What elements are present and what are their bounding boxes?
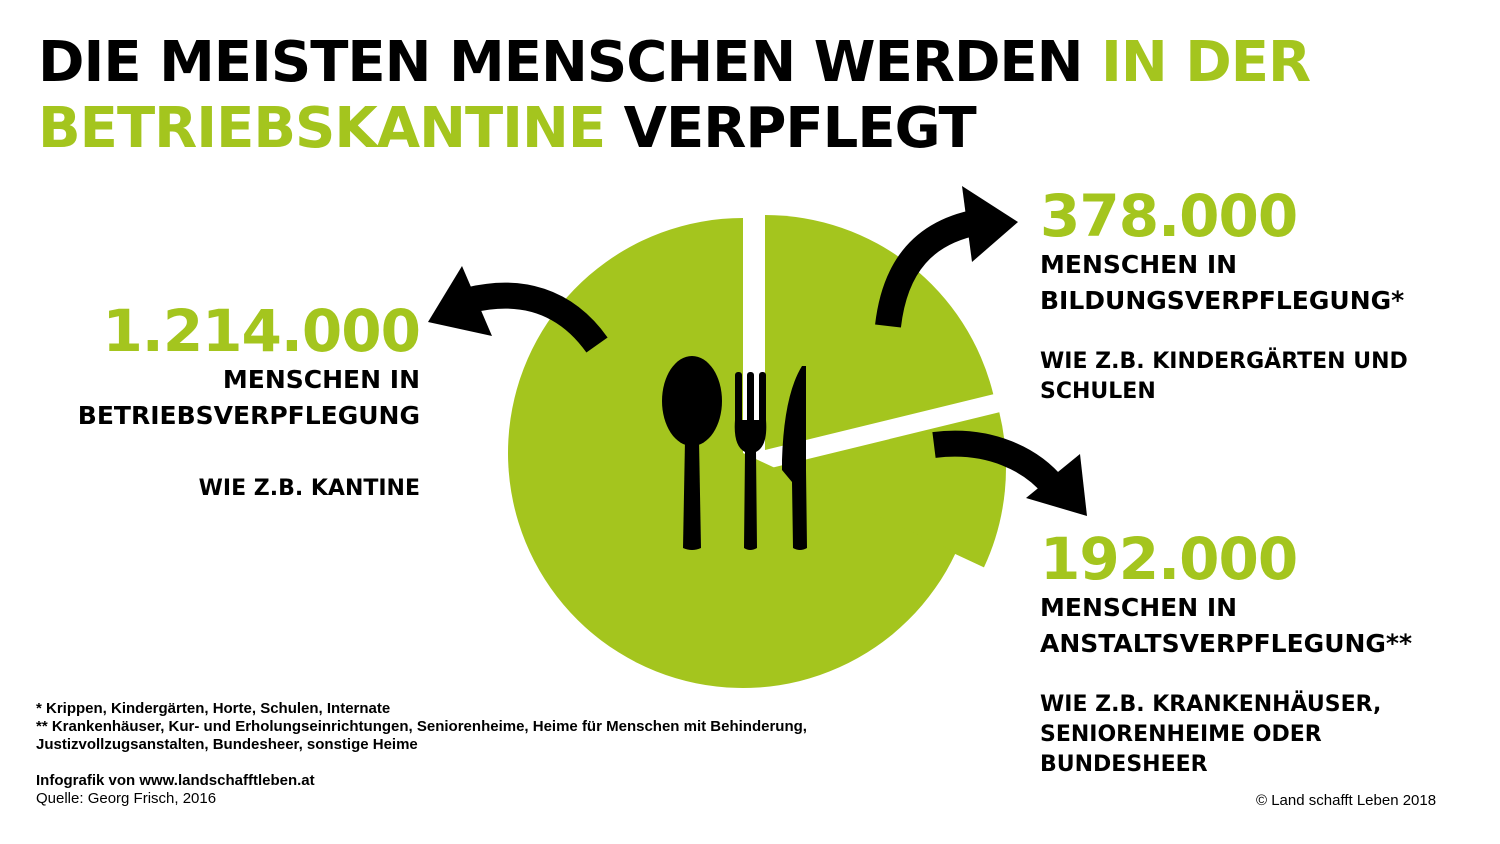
pie-slice-betriebsverpflegung <box>507 218 956 688</box>
footnotes: * Krippen, Kindergärten, Horte, Schulen,… <box>36 700 936 754</box>
copyright: © Land schafft Leben 2018 <box>1256 792 1437 809</box>
spoon-icon <box>662 356 722 550</box>
knife-icon <box>782 366 807 550</box>
footnote-2: ** Krankenhäuser, Kur- und Erholungseinr… <box>36 718 807 735</box>
source-info: Infografik von www.landschafftleben.at Q… <box>36 772 315 808</box>
infographic-credit: Infografik von www.landschafftleben.at <box>36 772 315 789</box>
stat-label-line1: MENSCHEN IN <box>1040 593 1238 622</box>
stat-anstaltsverpflegung: 192.000 MENSCHEN IN ANSTALTSVERPFLEGUNG*… <box>1040 528 1480 780</box>
arrow-icon-bottom-right <box>932 430 1087 516</box>
stat-number: 1.214.000 <box>102 297 421 365</box>
stat-bildungsverpflegung: 378.000 MENSCHEN IN BILDUNGSVERPFLEGUNG*… <box>1040 185 1480 407</box>
cutlery-icon <box>662 356 807 550</box>
fork-icon <box>734 372 767 550</box>
stat-betriebsverpflegung: 1.214.000 MENSCHEN IN BETRIEBSVERPFLEGUN… <box>20 297 421 504</box>
footnote-3: Justizvollzugsanstalten, Bundesheer, son… <box>36 736 418 753</box>
stat-number: 192.000 <box>1040 525 1298 593</box>
footnote-1: * Krippen, Kindergärten, Horte, Schulen,… <box>36 700 391 717</box>
stat-example-line2: SENIORENHEIME ODER <box>1040 722 1322 747</box>
stat-example-line1: WIE Z.B. KINDERGÄRTEN UND <box>1040 349 1408 374</box>
stat-example-line2: SCHULEN <box>1040 379 1156 404</box>
stat-number: 378.000 <box>1040 182 1298 250</box>
stat-label-line2: ANSTALTSVERPFLEGUNG** <box>1040 629 1413 658</box>
stat-example-line1: WIE Z.B. KRANKENHÄUSER, <box>1040 692 1382 717</box>
stat-example: WIE Z.B. KANTINE <box>198 476 420 501</box>
arrow-icon-top-right <box>875 186 1018 328</box>
title-highlight: IN DER BETRIEBSKANTINE <box>38 30 1311 161</box>
stat-label-line1: MENSCHEN IN <box>222 365 420 394</box>
pie-slices <box>507 215 1006 688</box>
pie-slice-bildungsverpflegung <box>765 215 994 450</box>
arrow-icon-left <box>428 266 608 353</box>
title-part1: DIE MEISTEN MENSCHEN WERDEN <box>38 30 1102 95</box>
stat-example-line3: BUNDESHEER <box>1040 752 1208 777</box>
source-quelle: Quelle: Georg Frisch, 2016 <box>36 790 217 807</box>
stat-label-line2: BILDUNGSVERPFLEGUNG* <box>1040 286 1405 315</box>
page-title: DIE MEISTEN MENSCHEN WERDEN IN DER BETRI… <box>38 30 1458 162</box>
stat-label-line1: MENSCHEN IN <box>1040 250 1238 279</box>
title-part3: VERPFLEGT <box>605 96 977 161</box>
stat-label-line2: BETRIEBSVERPFLEGUNG <box>77 401 420 430</box>
